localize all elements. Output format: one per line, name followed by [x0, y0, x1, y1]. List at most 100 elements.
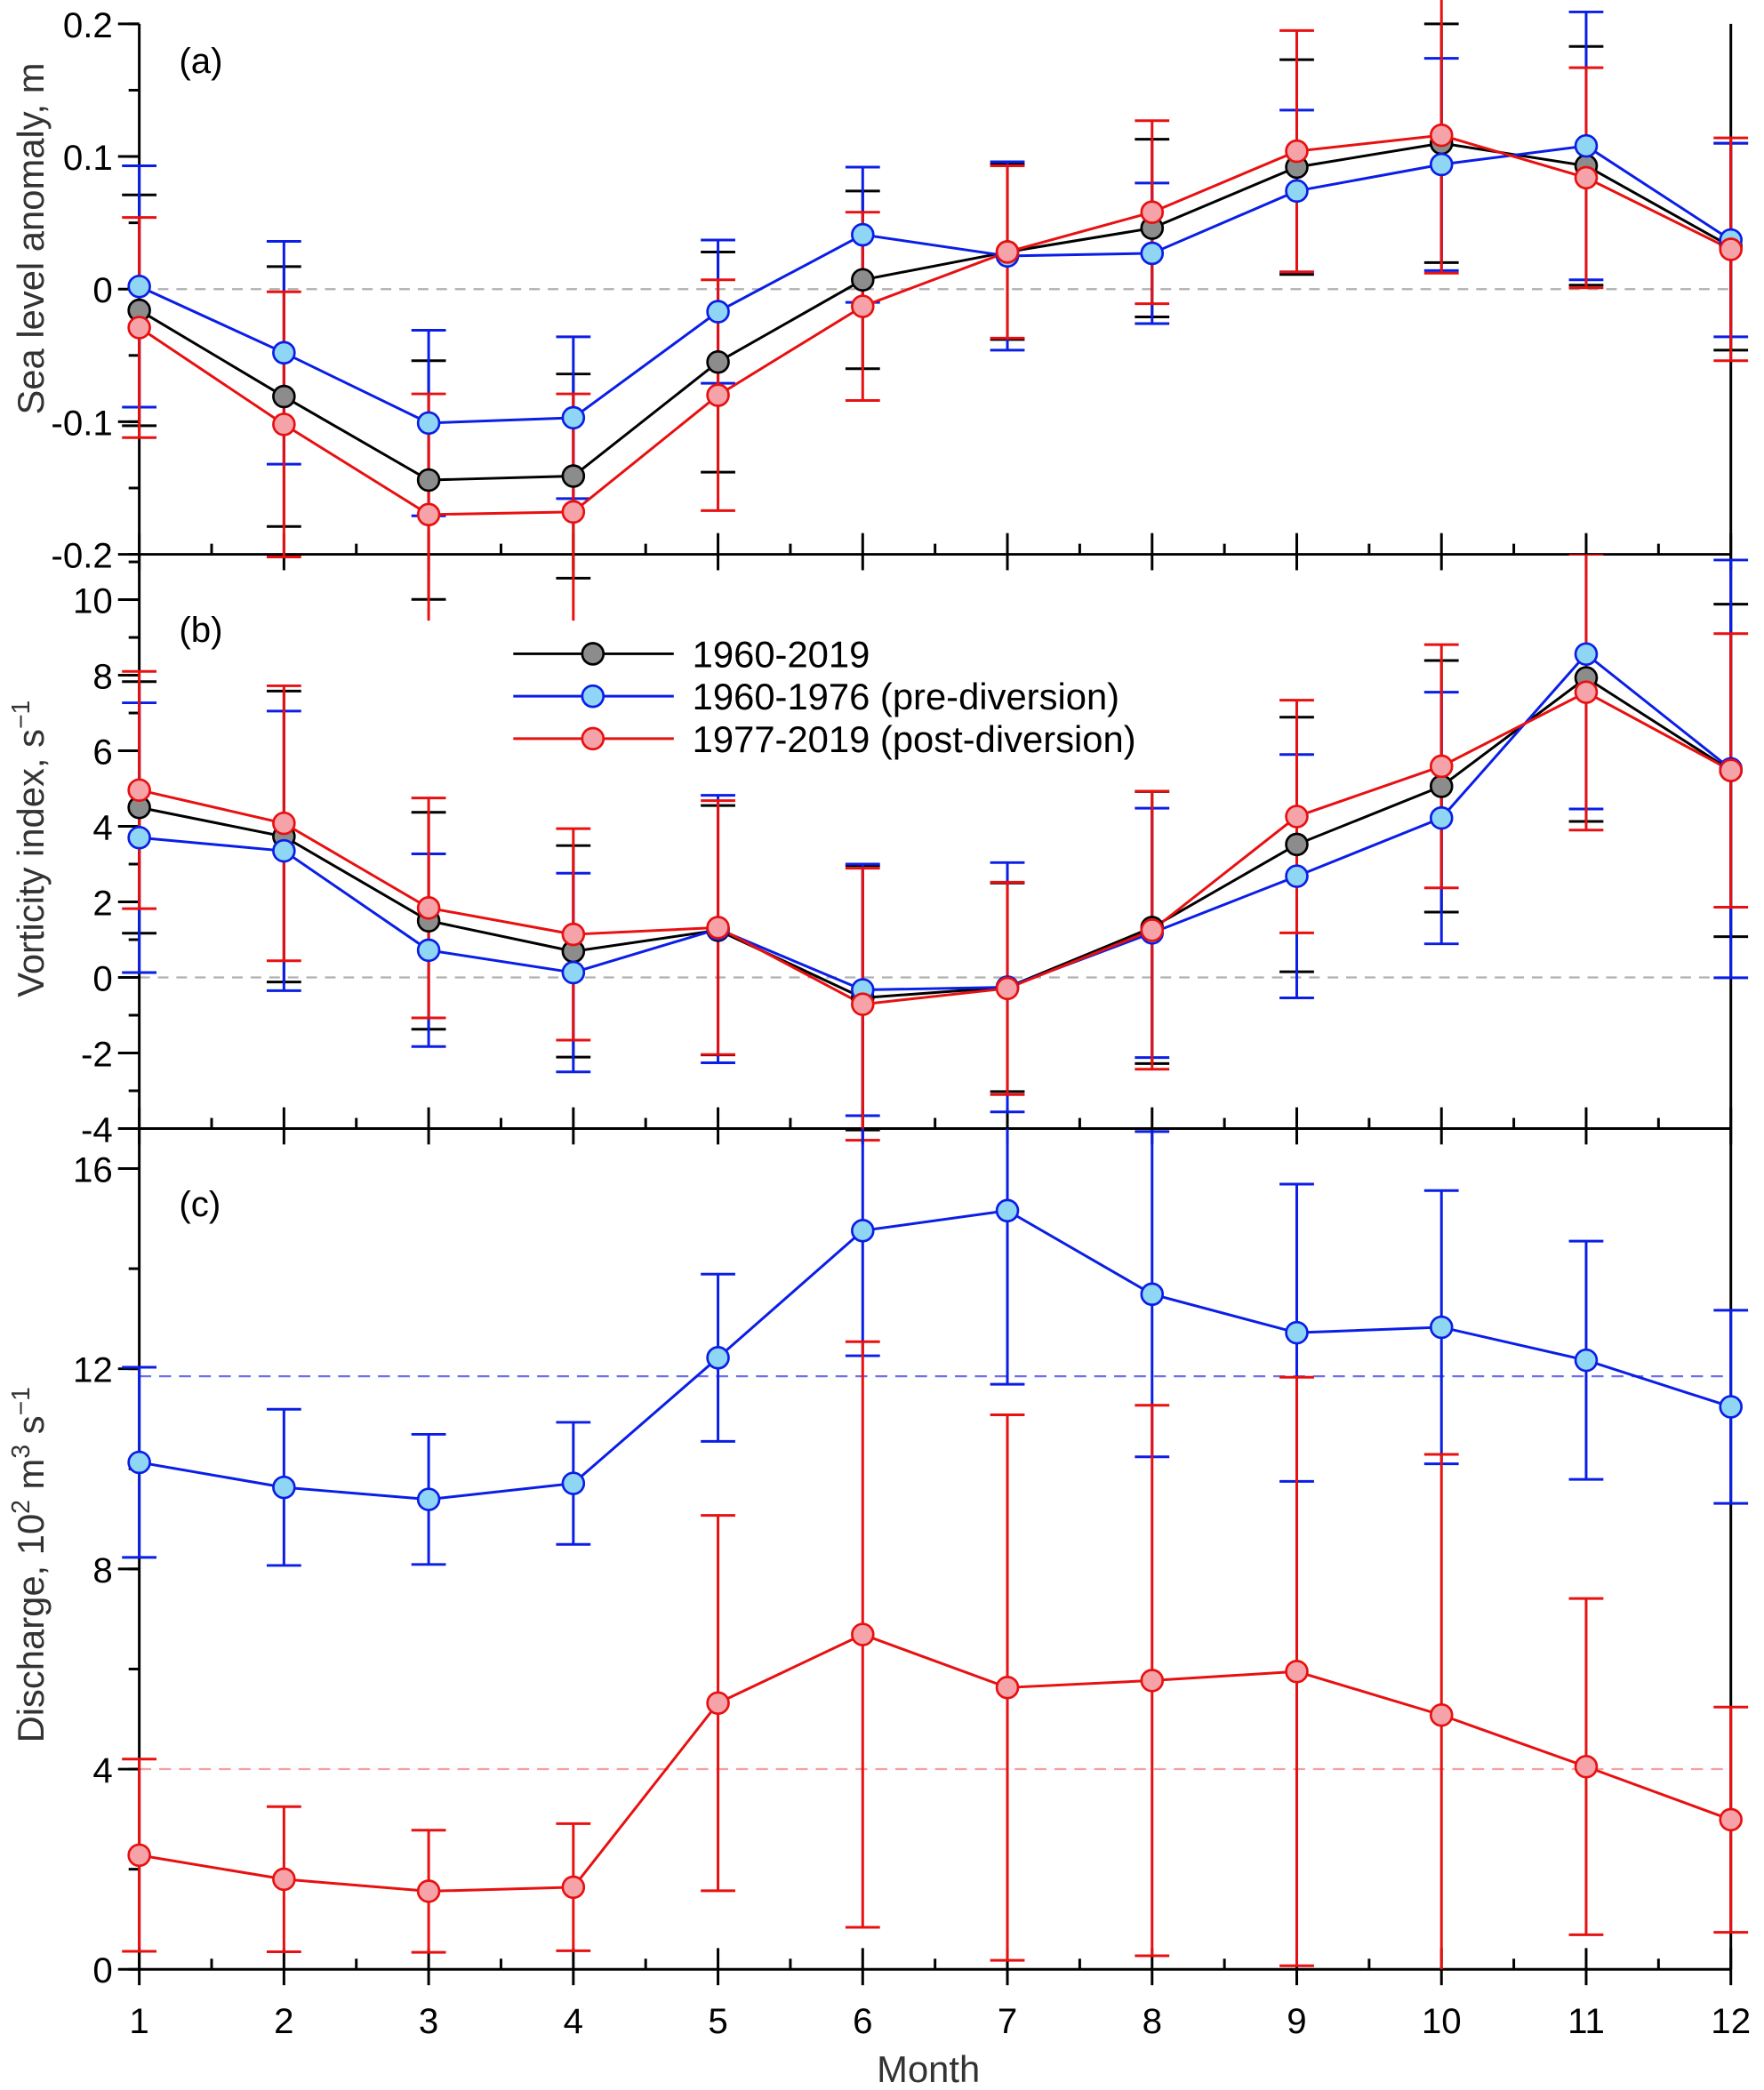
series-1960-1976-pre-diversion-: [122, 1128, 1749, 1567]
x-tick-label: 10: [1422, 2001, 1462, 2041]
x-tick-label: 1: [129, 2001, 148, 2041]
data-point: [1285, 864, 1309, 888]
series-group: [122, 0, 1749, 621]
panel-label: (a): [179, 41, 222, 81]
data-point: [416, 938, 441, 963]
data-point: [127, 1843, 151, 1868]
y-tick-label: 4: [92, 807, 112, 847]
series-1977-2019-post-diversion-: [122, 1340, 1749, 1970]
y-tick-label: -4: [81, 1109, 113, 1149]
panel-label: (b): [179, 610, 222, 650]
series-1960-2019: [122, 22, 1749, 601]
series-1977-2019-post-diversion-: [122, 554, 1749, 1142]
y-axis-title: Vorticity index, s−1: [7, 701, 52, 997]
data-point: [127, 778, 151, 803]
y-tick-label: 2: [92, 883, 112, 923]
superscript: −1: [7, 701, 36, 729]
data-point: [1429, 1702, 1454, 1727]
data-point: [1574, 1754, 1599, 1779]
data-point: [1285, 1320, 1309, 1345]
data-point: [1140, 918, 1165, 942]
data-point: [706, 349, 730, 374]
y-tick-label: 4: [92, 1750, 112, 1790]
data-point: [1574, 165, 1599, 190]
data-point: [1719, 237, 1743, 261]
y-tick-label: 10: [73, 581, 113, 621]
data-point: [561, 1471, 586, 1495]
series-group: [122, 1128, 1749, 1970]
superscript: 2: [7, 1500, 36, 1514]
y-tick-label: -0.1: [51, 403, 112, 443]
y-tick-label: 0.1: [63, 138, 113, 178]
x-tick-label: 7: [998, 2001, 1017, 2041]
data-point: [416, 411, 441, 436]
series-markers: [127, 123, 1743, 527]
data-point: [272, 384, 296, 409]
y-tick-label: 16: [73, 1149, 113, 1189]
data-point: [1429, 754, 1454, 779]
panel-b: -4 -2 0 2 4 6 8 10 Vorticity index, s−1 (b) 1960-2…: [7, 554, 1749, 1149]
data-point: [1140, 241, 1165, 266]
legend-marker: [581, 726, 605, 751]
legend-label: 1960-1976 (pre-diversion): [693, 676, 1119, 717]
data-point: [272, 838, 296, 863]
data-point: [127, 1450, 151, 1475]
series-markers: [127, 131, 1743, 492]
series-line: [139, 652, 1732, 992]
data-point: [272, 1867, 296, 1892]
series-line: [138, 141, 1732, 482]
label-part: s: [10, 1415, 52, 1444]
data-point: [706, 300, 730, 324]
series-1960-1976-pre-diversion-: [122, 10, 1749, 517]
data-point: [127, 274, 151, 299]
data-point: [851, 268, 875, 292]
y-tick-label: 12: [73, 1350, 113, 1390]
series-markers: [127, 133, 1743, 436]
series-1960-2019: [122, 554, 1749, 1132]
legend-marker: [581, 642, 605, 666]
data-point: [1140, 1669, 1165, 1693]
data-point: [706, 1691, 730, 1716]
series-markers: [127, 680, 1743, 1016]
x-tick-label: 3: [419, 2001, 438, 2041]
series-line: [139, 144, 1732, 425]
data-point: [1285, 1660, 1309, 1684]
x-tick-label: 5: [708, 2001, 727, 2041]
x-tick-label: 9: [1287, 2001, 1306, 2041]
data-point: [416, 468, 441, 492]
series-line: [139, 1209, 1732, 1501]
series-line: [139, 1633, 1732, 1893]
series-markers: [127, 1622, 1743, 1903]
data-point: [272, 811, 296, 836]
data-point: [1574, 680, 1599, 704]
legend-label: 1977-2019 (post-diversion): [693, 718, 1136, 760]
data-point: [1285, 832, 1309, 857]
data-point: [561, 405, 586, 430]
y-tick-label: -0.2: [51, 535, 112, 575]
data-point: [706, 383, 730, 407]
data-point: [272, 412, 296, 436]
data-point: [416, 1487, 441, 1511]
data-point: [561, 960, 586, 985]
data-point: [1719, 758, 1743, 782]
series-1977-2019-post-diversion-: [122, 0, 1749, 621]
data-point: [1574, 133, 1599, 158]
legend-label: 1960-2019: [693, 633, 870, 675]
data-point: [851, 1622, 875, 1646]
x-tick-label: 4: [564, 2001, 583, 2041]
data-point: [995, 976, 1020, 1001]
y-tick-label: -2: [81, 1034, 113, 1074]
panel-a: -0.2 -0.1 0 0.1 0.2 Sea level anomaly, m (a): [10, 0, 1749, 621]
y-tick-label: 8: [92, 1550, 112, 1590]
data-point: [1719, 1395, 1743, 1419]
data-point: [1429, 805, 1454, 830]
series-1960-1976-pre-diversion-: [122, 554, 1749, 1117]
y-tick-label: 0: [92, 958, 112, 998]
data-point: [1429, 1315, 1454, 1340]
y-axis-title: Discharge, 102 m3 s−1: [7, 1387, 52, 1742]
data-point: [1429, 774, 1454, 798]
data-point: [272, 340, 296, 365]
series-group: [122, 554, 1749, 1142]
